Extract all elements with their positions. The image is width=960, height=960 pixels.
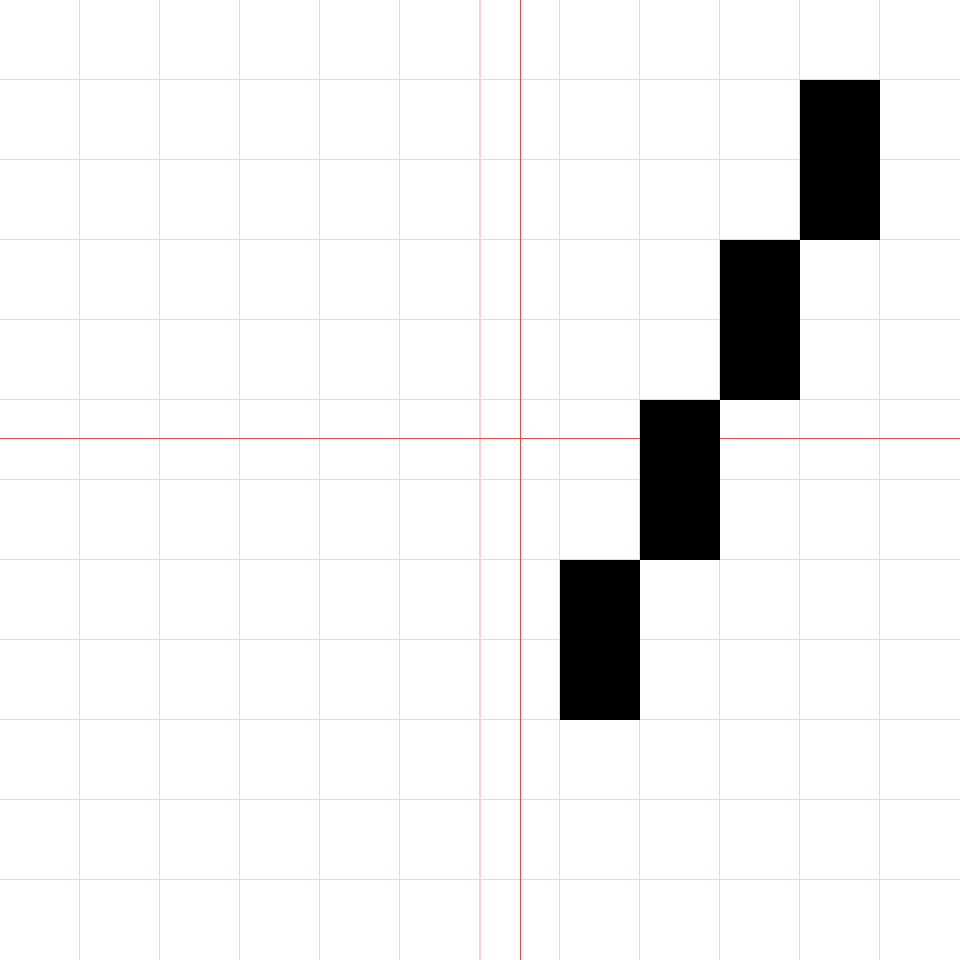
- filled-cell: [800, 160, 880, 240]
- filled-cell: [720, 320, 800, 400]
- filled-cell: [640, 480, 720, 560]
- filled-cell: [640, 400, 720, 480]
- filled-cell: [560, 640, 640, 720]
- filled-cell: [560, 560, 640, 640]
- filled-cells: [560, 80, 880, 720]
- filled-cell: [720, 240, 800, 320]
- filled-cell: [800, 80, 880, 160]
